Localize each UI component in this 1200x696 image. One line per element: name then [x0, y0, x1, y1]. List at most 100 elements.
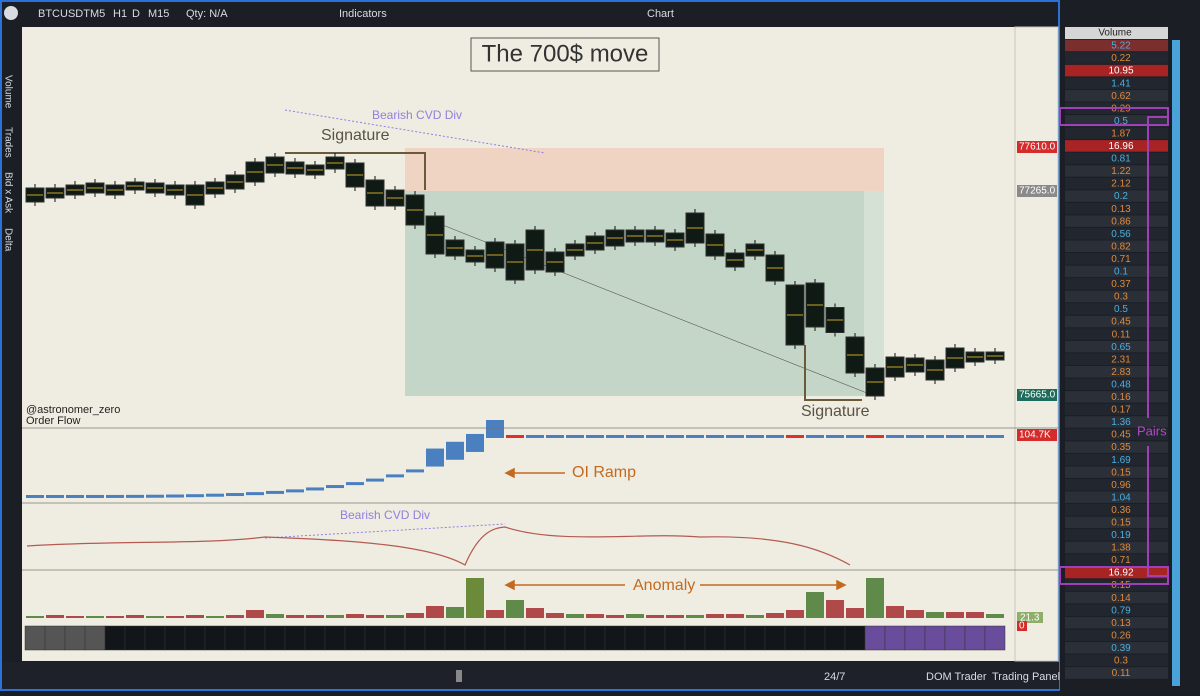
dom-volume: 0.71	[1111, 254, 1131, 265]
dom-row-bg	[1065, 516, 1168, 529]
volume-bar	[486, 610, 504, 618]
oi-bar	[866, 435, 884, 438]
dom-row-bg	[1065, 491, 1168, 504]
volume-bar	[706, 614, 724, 618]
quantity[interactable]: Qty: N/A	[186, 8, 228, 20]
oi-bar	[966, 435, 984, 438]
dom-volume: 0.65	[1111, 342, 1131, 353]
oi-bar	[986, 435, 1004, 438]
target-zone	[864, 191, 884, 396]
heatmap-cell	[304, 625, 326, 651]
dom-trader-button[interactable]: DOM Trader	[926, 671, 987, 683]
oi-bar	[706, 435, 724, 438]
heatmap-cell	[364, 625, 386, 651]
price-label: 77610.0	[1019, 142, 1056, 153]
volume-bar	[86, 616, 104, 618]
session-selector[interactable]: 24/7	[824, 671, 845, 683]
sidebar-panel[interactable]: Bid x Ask	[2, 172, 13, 214]
timeframe[interactable]: M15	[148, 8, 169, 20]
dom-row-bg	[1065, 64, 1168, 77]
heatmap-cell	[684, 625, 706, 651]
timeframe[interactable]: M5	[90, 8, 105, 20]
arrow-head	[504, 467, 515, 479]
dom-row-bg	[1065, 416, 1168, 428]
heatmap-label-bg	[1017, 621, 1027, 631]
dom-volume: 0.11	[1112, 668, 1131, 679]
dom-row-bg	[1065, 290, 1168, 303]
price-label: 77265.0	[1019, 186, 1056, 197]
dom-volume: 0.5	[1114, 304, 1128, 315]
timeframe[interactable]: H1	[113, 8, 127, 20]
annotation: Anomaly	[633, 577, 695, 594]
price-label-bg	[1017, 141, 1057, 153]
volume-bar	[246, 610, 264, 618]
dom-row-bg	[1065, 391, 1168, 403]
dom-row-bg	[1065, 353, 1168, 365]
heatmap-cell	[924, 625, 946, 651]
price-label-bg	[1017, 389, 1057, 401]
oi-bar	[646, 435, 664, 438]
oi-bar	[466, 433, 484, 452]
scroll-handle[interactable]	[456, 670, 462, 682]
heatmap-cell	[64, 625, 86, 651]
oi-bar	[566, 435, 584, 438]
oi-bar	[86, 494, 104, 498]
volume-bar	[886, 606, 904, 618]
timeframe[interactable]: D	[132, 8, 140, 20]
dom-volume: 0.56	[1111, 229, 1131, 240]
heatmap-cell	[804, 625, 826, 651]
dom-row-bg	[1065, 428, 1168, 441]
oi-bar	[106, 494, 124, 498]
oi-bar	[506, 435, 524, 438]
volume-bar	[526, 608, 544, 618]
window-border	[0, 0, 1060, 691]
trading-panel-button[interactable]: Trading Panel	[992, 671, 1060, 683]
volume-bar	[546, 613, 564, 618]
dom-row-bg	[1065, 554, 1168, 566]
dom-row-bg	[1065, 616, 1168, 629]
heatmap-cell	[604, 625, 626, 651]
dom-row-bg	[1065, 240, 1168, 253]
sidebar-panel[interactable]: Volume	[2, 75, 13, 109]
symbol[interactable]: BTCUSDT	[38, 8, 90, 20]
heatmap-cell	[344, 625, 366, 651]
oi-bar	[606, 435, 624, 438]
volume-bar	[406, 613, 424, 618]
dom-volume: 5.22	[1111, 41, 1131, 52]
heatmap-cell	[444, 625, 466, 651]
volume-bar	[726, 614, 744, 618]
dom-row-bg	[1065, 190, 1168, 202]
oi-bar	[346, 482, 364, 486]
oi-bar	[246, 492, 264, 496]
volume-bar	[286, 615, 304, 618]
oi-bar	[846, 435, 864, 438]
dom-volume: 0.15	[1111, 467, 1131, 478]
dom-row-bg	[1065, 403, 1168, 416]
volume-bar	[666, 615, 684, 618]
dom-volume: 0.1	[1114, 267, 1128, 278]
oi-bar	[746, 435, 764, 438]
dom-row-bg	[1065, 89, 1168, 102]
dom-row-bg	[1065, 202, 1168, 215]
heatmap-cell	[204, 625, 226, 651]
dom-row-bg	[1065, 629, 1168, 642]
dom-scroll[interactable]	[1172, 40, 1180, 686]
dom-row-bg	[1065, 654, 1168, 667]
dom-volume: 0.5	[1114, 116, 1128, 127]
dom-volume: 0.37	[1111, 279, 1131, 290]
heatmap-cell	[544, 625, 566, 651]
sidebar-panel[interactable]: Delta	[2, 228, 13, 252]
heatmap-cell	[904, 625, 926, 651]
volume-bar	[66, 616, 84, 618]
dom-row-bg	[1065, 340, 1168, 353]
volume-bar	[226, 615, 244, 618]
indicators-button[interactable]: Indicators	[339, 8, 387, 20]
oi-bar	[766, 435, 784, 438]
dom-row-bg	[1065, 604, 1168, 616]
dom-volume: 0.79	[1111, 605, 1131, 616]
logo[interactable]	[4, 6, 18, 20]
volume-bar	[26, 616, 44, 618]
pairs-line	[1147, 116, 1168, 418]
oi-bar	[946, 435, 964, 438]
sidebar-panel[interactable]: Trades	[2, 127, 13, 158]
